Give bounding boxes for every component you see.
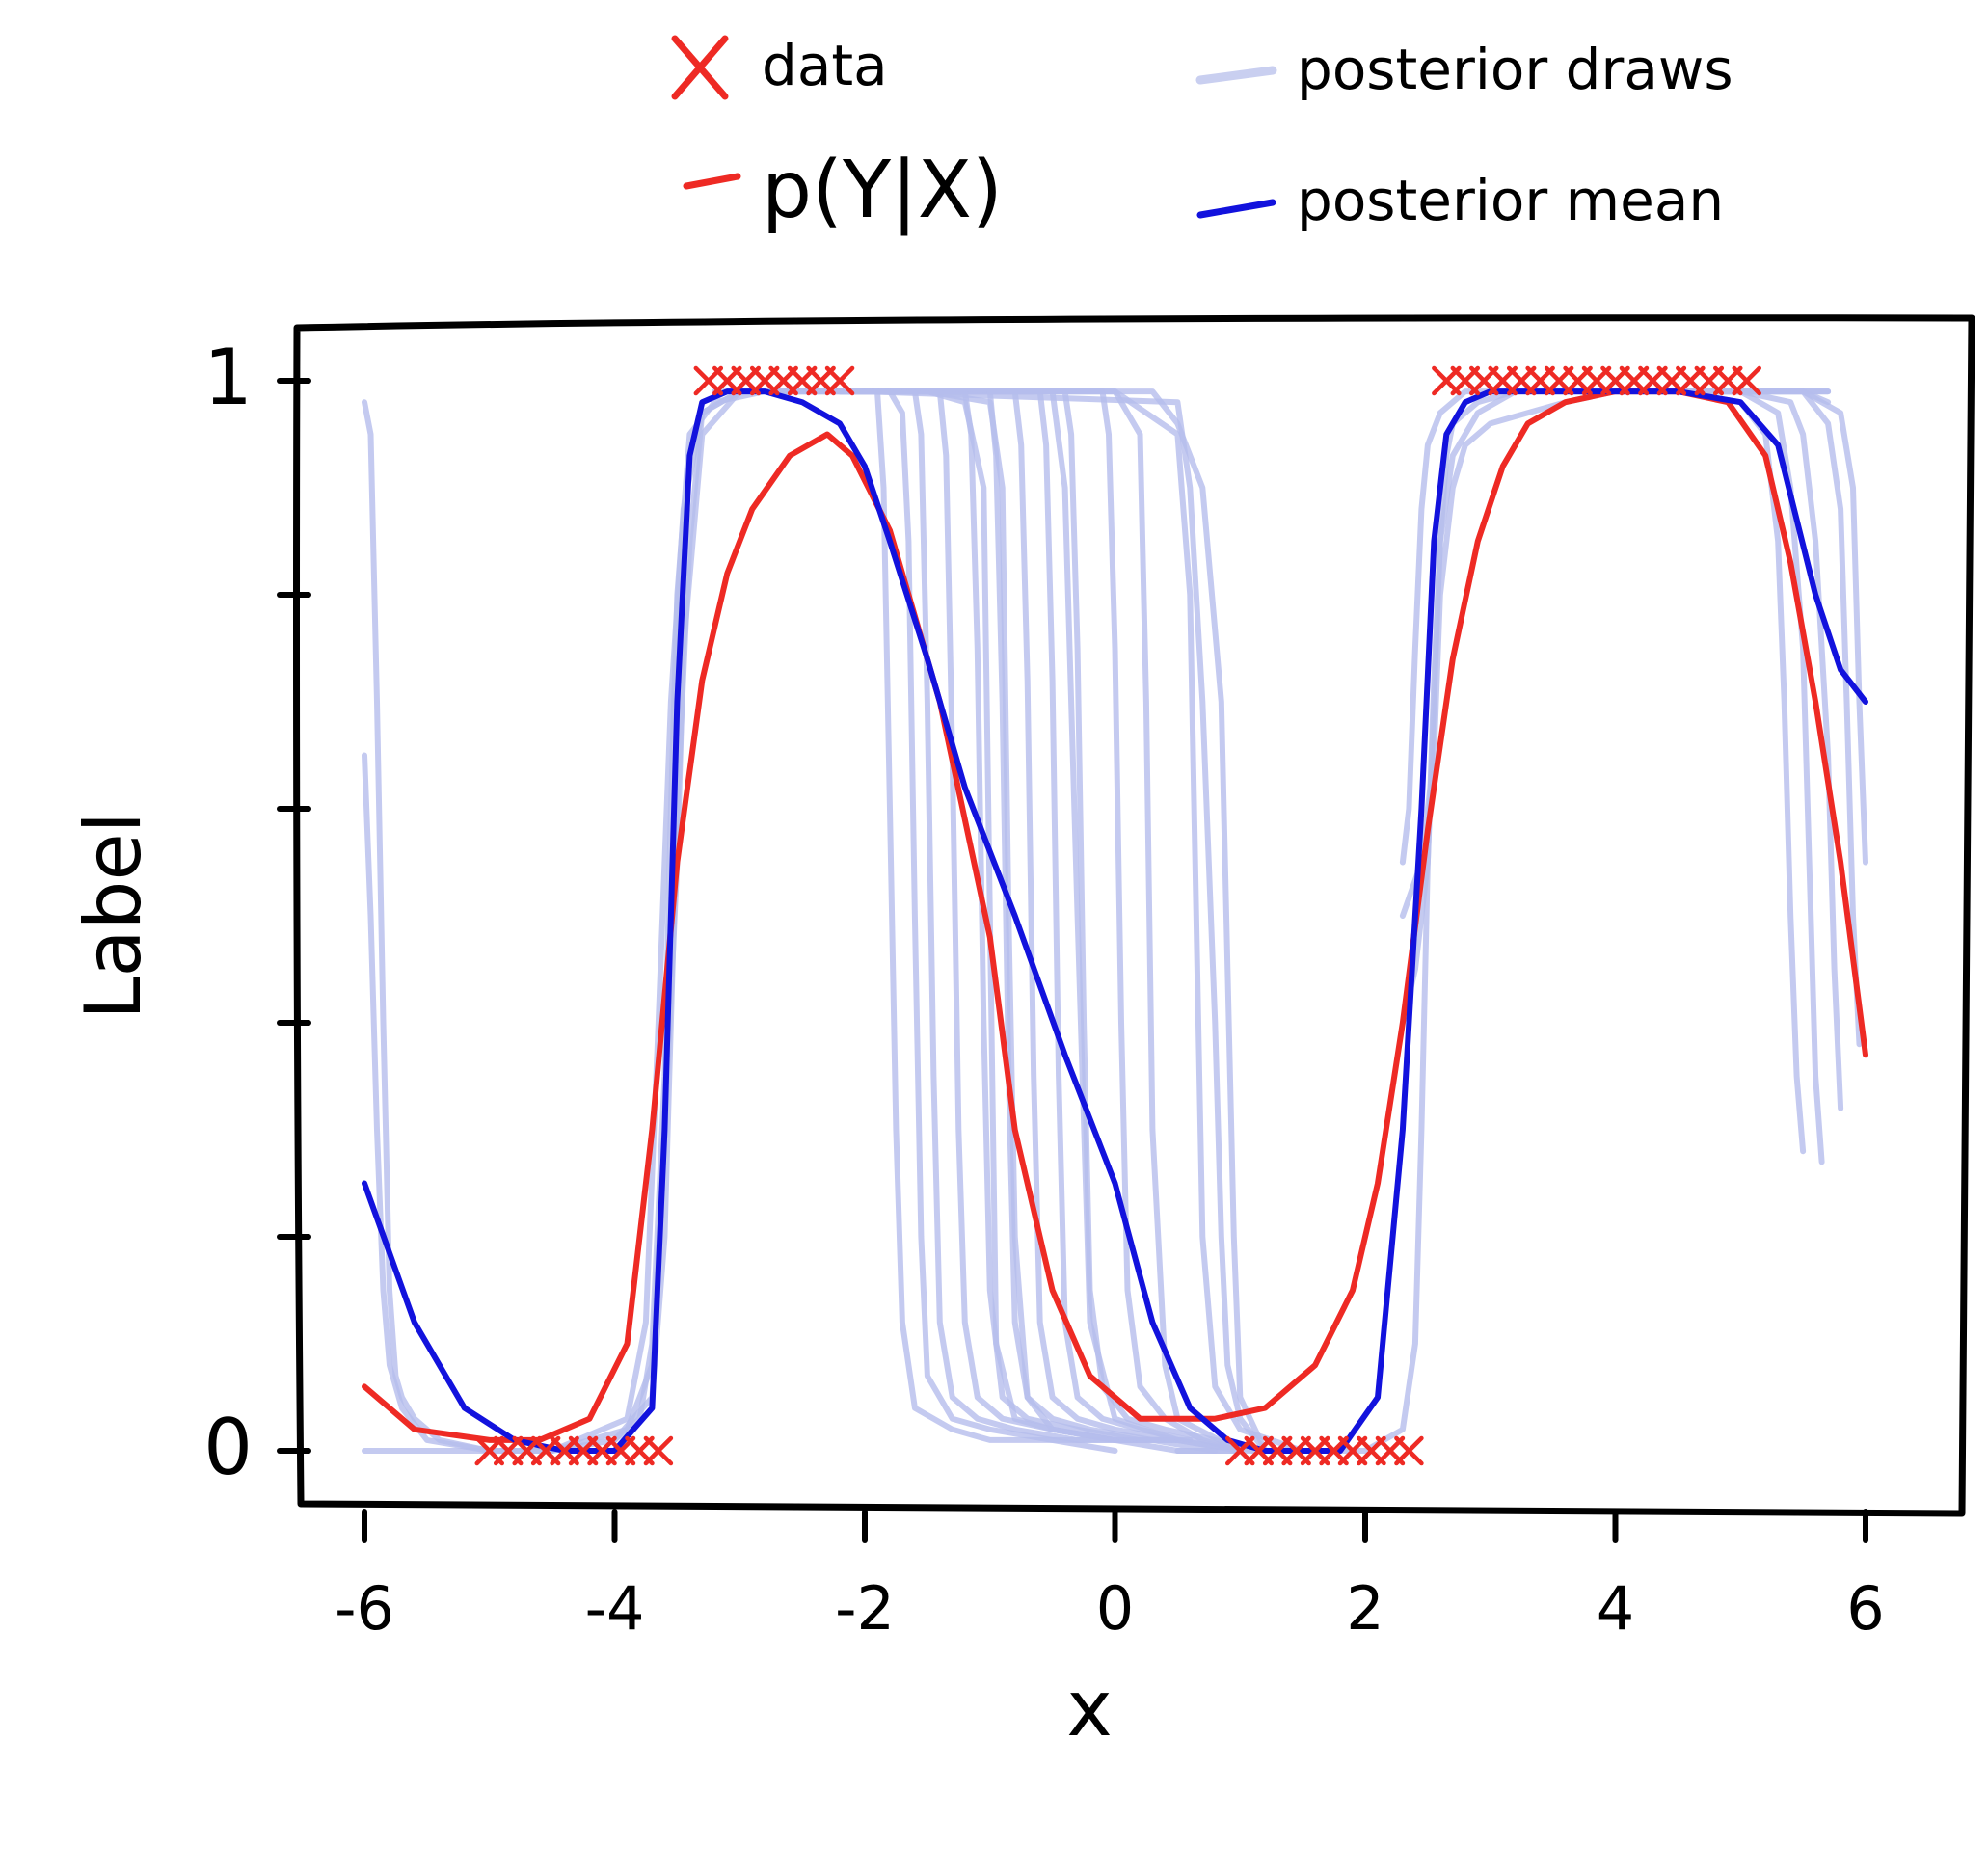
x-axis-label: x bbox=[1066, 1664, 1112, 1754]
x-tick-label: 6 bbox=[1846, 1573, 1884, 1644]
legend: data p(Y|X) posterior draws posterior me… bbox=[671, 33, 1733, 236]
legend-swatch-pyx-line bbox=[683, 173, 741, 190]
posterior-draw-line bbox=[986, 388, 1269, 1454]
x-tick-label: -4 bbox=[585, 1573, 645, 1644]
legend-swatch-draws-line bbox=[1195, 66, 1277, 85]
legend-item-draws: posterior draws bbox=[1195, 37, 1733, 102]
posterior-draw-line bbox=[837, 388, 1181, 1443]
y-axis-label: Label bbox=[68, 812, 158, 1020]
posterior-draw-line bbox=[1549, 388, 1844, 1111]
pyx-series bbox=[362, 388, 1868, 1443]
legend-item-data: data bbox=[671, 33, 888, 100]
posterior-draw-line bbox=[837, 388, 1118, 1443]
legend-item-mean: posterior mean bbox=[1196, 168, 1724, 233]
posterior-draw-line bbox=[1399, 388, 1832, 919]
data-point-marker bbox=[1394, 1435, 1424, 1466]
data-point-marker bbox=[643, 1435, 674, 1466]
posterior-draw-line bbox=[362, 752, 555, 1454]
x-tick-label: 4 bbox=[1597, 1573, 1634, 1644]
y-tick-label: 0 bbox=[203, 1403, 253, 1492]
posterior-draw-line bbox=[837, 388, 1244, 1454]
posterior-draw-line bbox=[837, 388, 1219, 1454]
data-point-marker bbox=[1732, 365, 1761, 396]
posterior-draw-line bbox=[1549, 388, 1825, 1165]
posterior-draw-line bbox=[837, 388, 1244, 1454]
x-tick-label: -6 bbox=[335, 1573, 394, 1644]
data-points bbox=[474, 365, 1761, 1466]
posterior-draw-line bbox=[1174, 388, 1832, 1454]
legend-label-mean: posterior mean bbox=[1297, 168, 1724, 233]
posterior-draw-line bbox=[1399, 388, 1832, 1026]
posterior-draw-line bbox=[837, 388, 1118, 1454]
x-tick-label: 0 bbox=[1096, 1573, 1134, 1644]
x-tick-label: -2 bbox=[835, 1573, 895, 1644]
plot-frame bbox=[293, 314, 1975, 1517]
posterior-draw-line bbox=[1549, 388, 1807, 1155]
y-tick-label: 1 bbox=[203, 333, 253, 422]
posterior-draws bbox=[362, 388, 1868, 1454]
posterior-mean-line bbox=[362, 388, 1868, 1454]
legend-label-pyx: p(Y|X) bbox=[762, 145, 1003, 236]
data-point-marker bbox=[824, 365, 855, 396]
posterior-draw-line bbox=[837, 388, 1256, 1454]
mean-series bbox=[362, 388, 1868, 1454]
legend-item-pyx: p(Y|X) bbox=[683, 145, 1003, 236]
legend-swatch-mean-line bbox=[1196, 199, 1276, 219]
legend-label-draws: posterior draws bbox=[1297, 37, 1733, 102]
legend-label-data: data bbox=[762, 33, 888, 98]
x-axis-ticks: -6 -4 -2 0 2 4 6 bbox=[335, 1509, 1885, 1644]
posterior-draw-line bbox=[837, 388, 1143, 1443]
pyx-line bbox=[362, 388, 1868, 1443]
posterior-draw-line bbox=[362, 388, 1244, 1454]
posterior-draw-line bbox=[362, 399, 555, 1454]
x-tick-label: 2 bbox=[1346, 1573, 1384, 1644]
y-axis-ticks: 01 bbox=[203, 333, 311, 1492]
legend-swatch-data-marker bbox=[671, 35, 729, 100]
